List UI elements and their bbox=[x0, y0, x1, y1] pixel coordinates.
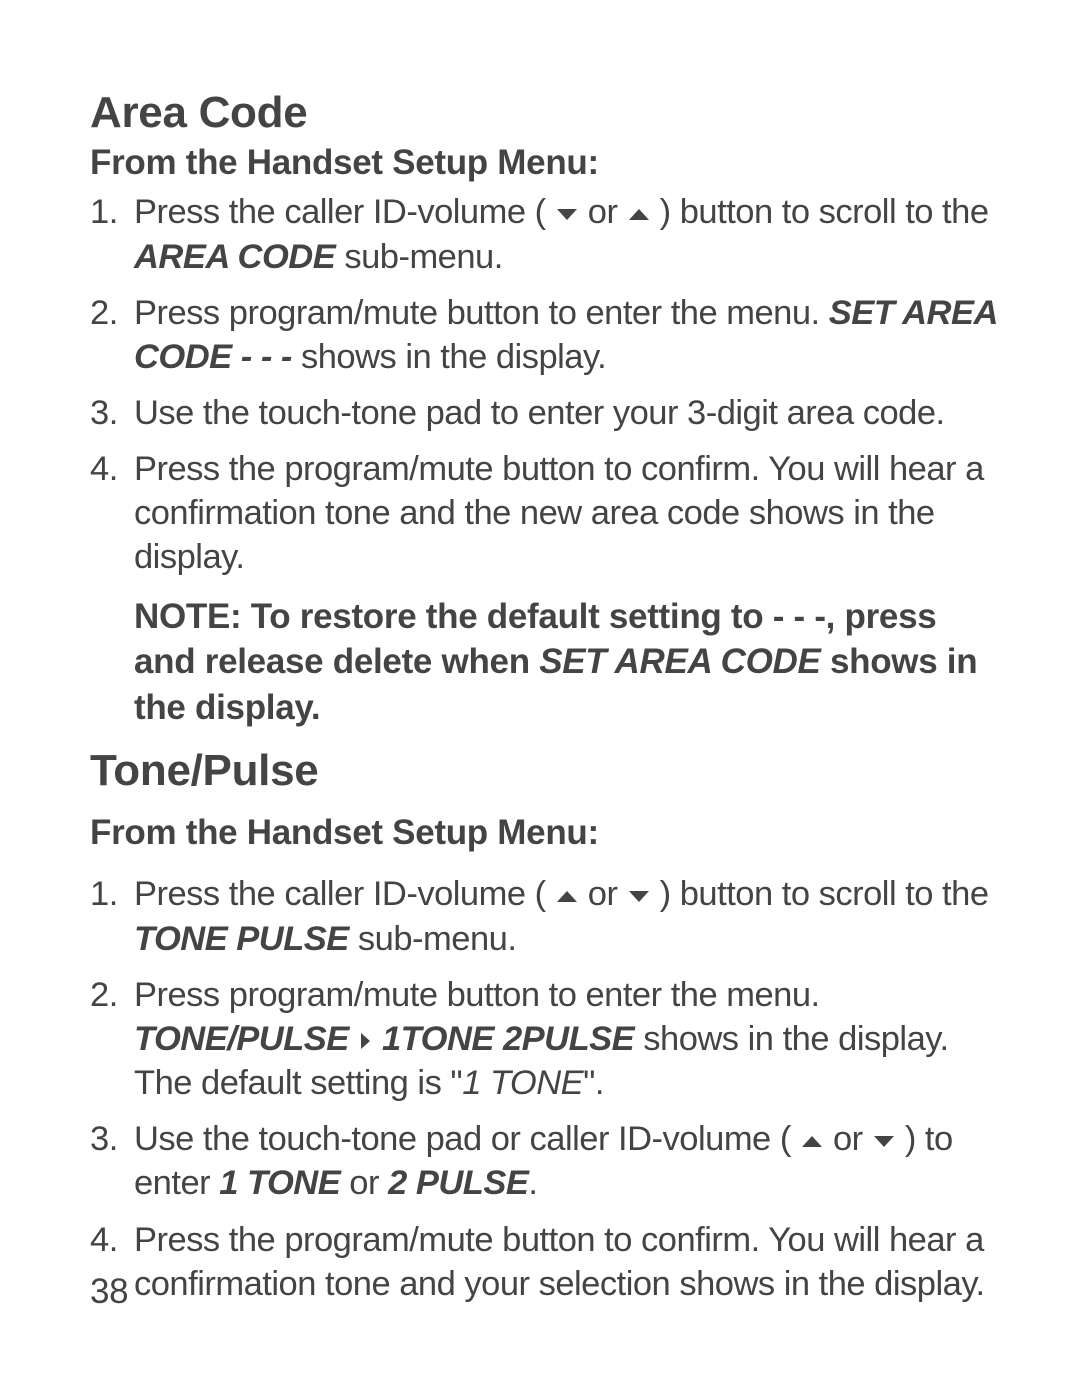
section-heading-tone-pulse: Tone/Pulse bbox=[90, 746, 1000, 797]
page-number: 38 bbox=[90, 1272, 128, 1312]
step-text: Press the caller ID-volume ( bbox=[134, 193, 555, 231]
note-block: NOTE: To restore the default setting to … bbox=[90, 594, 1000, 731]
list-item: Press the caller ID-volume ( or ) button… bbox=[90, 872, 1000, 960]
step-text: Press the program/mute button to confirm… bbox=[134, 450, 984, 576]
list-item: Press program/mute button to enter the m… bbox=[90, 973, 1000, 1105]
step-text: or bbox=[824, 1120, 872, 1158]
area-code-steps: Press the caller ID-volume ( or ) button… bbox=[90, 190, 1000, 579]
step-text: . bbox=[528, 1164, 537, 1202]
arrow-up-icon bbox=[802, 1136, 822, 1147]
step-text: ". bbox=[583, 1064, 604, 1102]
step-text: Press program/mute button to enter the m… bbox=[134, 294, 829, 332]
menu-name: TONE PULSE bbox=[134, 920, 349, 958]
step-text: or bbox=[340, 1164, 388, 1202]
step-text: ) button to scroll to the bbox=[651, 875, 989, 913]
step-text: Use the touch-tone pad to enter your 3-d… bbox=[134, 394, 945, 432]
step-text: sub-menu. bbox=[335, 238, 503, 276]
arrow-down-icon bbox=[557, 209, 577, 220]
list-item: Use the touch-tone pad or caller ID-volu… bbox=[90, 1117, 1000, 1205]
option-text: 1 TONE bbox=[219, 1164, 340, 1202]
list-item: Press the program/mute button to confirm… bbox=[90, 1218, 1000, 1306]
step-text: Use the touch-tone pad or caller ID-volu… bbox=[134, 1120, 800, 1158]
arrow-up-icon bbox=[557, 891, 577, 902]
menu-name: AREA CODE bbox=[134, 238, 335, 276]
step-text: Press program/mute button to enter the m… bbox=[134, 976, 820, 1014]
list-item: Use the touch-tone pad to enter your 3-d… bbox=[90, 391, 1000, 435]
arrow-right-icon bbox=[361, 1033, 370, 1049]
tone-pulse-steps: Press the caller ID-volume ( or ) button… bbox=[90, 872, 1000, 1305]
arrow-down-icon bbox=[874, 1136, 894, 1147]
list-item: Press program/mute button to enter the m… bbox=[90, 291, 1000, 379]
step-text: or bbox=[579, 875, 627, 913]
arrow-up-icon bbox=[629, 209, 649, 220]
step-text: or bbox=[579, 193, 627, 231]
step-text: shows in the display. bbox=[292, 338, 606, 376]
list-item: Press the program/mute button to confirm… bbox=[90, 447, 1000, 579]
step-text: ) button to scroll to the bbox=[651, 193, 989, 231]
default-setting: 1 TONE bbox=[462, 1064, 583, 1102]
arrow-down-icon bbox=[629, 891, 649, 902]
section-subheading-2: From the Handset Setup Menu: bbox=[90, 811, 1000, 855]
note-display-text: SET AREA CODE bbox=[539, 642, 820, 681]
section-heading-area-code: Area Code bbox=[90, 88, 1000, 139]
display-text: 1TONE 2PULSE bbox=[373, 1020, 634, 1058]
display-text: TONE/PULSE bbox=[134, 1020, 358, 1058]
step-text: sub-menu. bbox=[349, 920, 517, 958]
step-text: Press the caller ID-volume ( bbox=[134, 875, 555, 913]
option-text: 2 PULSE bbox=[388, 1164, 528, 1202]
list-item: Press the caller ID-volume ( or ) button… bbox=[90, 190, 1000, 278]
step-text: Press the program/mute button to confirm… bbox=[134, 1221, 985, 1303]
section-subheading-1: From the Handset Setup Menu: bbox=[90, 141, 1000, 185]
